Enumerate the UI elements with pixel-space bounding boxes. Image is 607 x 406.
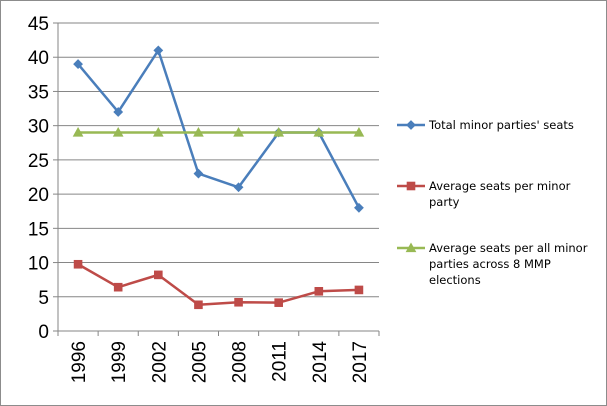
series-lines xyxy=(72,45,365,310)
legend-label-1-line-1: party xyxy=(429,195,460,209)
series-2-point-2014 xyxy=(313,126,325,137)
x-tick-label-2011: 2011 xyxy=(270,341,291,382)
series-1-point-2014 xyxy=(314,287,324,296)
x-tick-label-2002: 2002 xyxy=(149,341,170,383)
legend-item-0: Total minor parties' seats xyxy=(397,118,574,132)
series-1-point-2005 xyxy=(194,300,203,310)
series-2-point-2005 xyxy=(193,126,204,137)
x-tick-label-1999: 1999 xyxy=(109,341,130,383)
legend-label-1-line-0: Average seats per minor xyxy=(429,179,571,193)
legend: Total minor parties' seats Average seats … xyxy=(397,118,588,287)
x-tick-label-2005: 2005 xyxy=(189,341,210,383)
series-0-point-1999 xyxy=(113,107,124,117)
x-tick-label-2014: 2014 xyxy=(310,341,331,384)
series-0-point-2002 xyxy=(153,45,164,56)
legend-label-2-line-1: parties across 8 MMP xyxy=(429,257,551,271)
legend-label-0-line-0: Total minor parties' seats xyxy=(428,118,574,132)
series-0-point-2017 xyxy=(354,202,364,213)
legend-item-2: Average seats per all minor parties acros… xyxy=(397,241,588,287)
series-0-point-1996 xyxy=(73,59,83,69)
x-axis-tick-labels: 1996 1999 2002 2005 2008 2011 2014 2017 xyxy=(69,341,371,384)
legend-label-2-line-2: elections xyxy=(429,273,481,287)
legend-item-1: Average seats per minor party xyxy=(397,179,571,209)
series-2-point-2011 xyxy=(273,126,285,137)
legend-label-1: Average seats per minor party xyxy=(429,179,571,209)
legend-marker-1 xyxy=(406,181,416,191)
y-tick-label-25: 25 xyxy=(28,151,49,172)
x-tick-label-1996: 1996 xyxy=(69,341,90,383)
series-2-point-1999 xyxy=(112,126,124,137)
series-1 xyxy=(73,259,364,310)
series-line-1 xyxy=(77,263,359,307)
y-tick-label-30: 30 xyxy=(28,117,49,138)
y-tick-label-20: 20 xyxy=(28,185,49,206)
series-2-point-2002 xyxy=(152,126,164,137)
series-1-point-2008 xyxy=(234,297,243,307)
series-1-point-1999 xyxy=(113,282,123,292)
axes xyxy=(53,22,380,336)
series-1-point-2017 xyxy=(354,285,364,295)
series-1-point-2011 xyxy=(274,298,283,307)
series-0-point-2008 xyxy=(233,182,244,193)
gridlines xyxy=(58,22,379,298)
series-line-0 xyxy=(77,49,361,209)
series-2 xyxy=(72,126,365,137)
y-tick-label-5: 5 xyxy=(38,288,49,309)
y-tick-label-0: 0 xyxy=(38,322,49,343)
y-axis-tick-labels: 0 5 10 15 20 25 30 35 40 45 xyxy=(28,14,49,343)
legend-marker-0 xyxy=(406,120,416,130)
series-2-point-2008 xyxy=(233,126,244,137)
series-2-point-2017 xyxy=(353,126,365,137)
legend-label-2-line-0: Average seats per all minor xyxy=(429,241,588,255)
series-0-point-2005 xyxy=(193,168,204,179)
y-tick-label-35: 35 xyxy=(28,82,49,103)
y-tick-label-40: 40 xyxy=(28,48,49,69)
y-tick-label-10: 10 xyxy=(28,254,49,275)
legend-label-0: Total minor parties' seats xyxy=(428,118,574,132)
series-1-point-1996 xyxy=(73,259,83,269)
y-tick-label-45: 45 xyxy=(28,14,49,35)
legend-marker-2 xyxy=(405,242,417,253)
x-tick-label-2008: 2008 xyxy=(230,341,251,383)
series-1-point-2002 xyxy=(154,270,163,280)
series-2-point-1996 xyxy=(72,126,84,137)
x-tick-label-2017: 2017 xyxy=(350,341,371,383)
y-tick-label-15: 15 xyxy=(28,219,49,240)
legend-label-2: Average seats per all minor parties acros… xyxy=(429,241,588,287)
